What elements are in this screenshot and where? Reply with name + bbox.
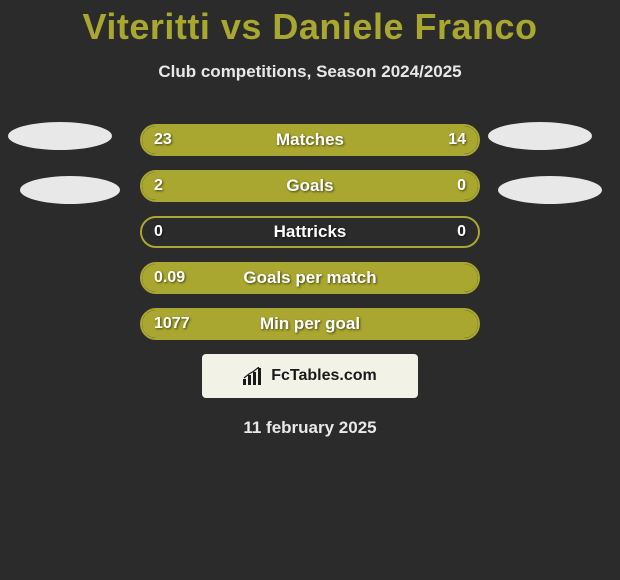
comparison-card: Viteritti vs Daniele Franco Club competi… — [0, 0, 620, 580]
source-badge-text: FcTables.com — [271, 367, 377, 385]
stat-row: 1077Min per goal — [140, 308, 480, 340]
player-photo-placeholder — [8, 122, 112, 150]
player-photo-placeholder — [488, 122, 592, 150]
stat-row: 20Goals — [140, 170, 480, 202]
stat-row: 0.09Goals per match — [140, 262, 480, 294]
chart-icon — [243, 367, 265, 385]
player-photo-placeholder — [20, 176, 120, 204]
stats-chart: 2314Matches 20Goals 00Hattricks 0.09Goals p… — [0, 124, 620, 438]
subtitle: Club competitions, Season 2024/2025 — [0, 62, 620, 82]
stat-label: Min per goal — [142, 310, 478, 338]
stat-label: Matches — [142, 126, 478, 154]
date-label: 11 february 2025 — [0, 418, 620, 438]
stat-label: Goals — [142, 172, 478, 200]
page-title: Viteritti vs Daniele Franco — [0, 0, 620, 48]
stat-label: Hattricks — [142, 218, 478, 246]
stat-row: 2314Matches — [140, 124, 480, 156]
player-photo-placeholder — [498, 176, 602, 204]
source-badge: FcTables.com — [202, 354, 418, 398]
stat-label: Goals per match — [142, 264, 478, 292]
stat-row: 00Hattricks — [140, 216, 480, 248]
